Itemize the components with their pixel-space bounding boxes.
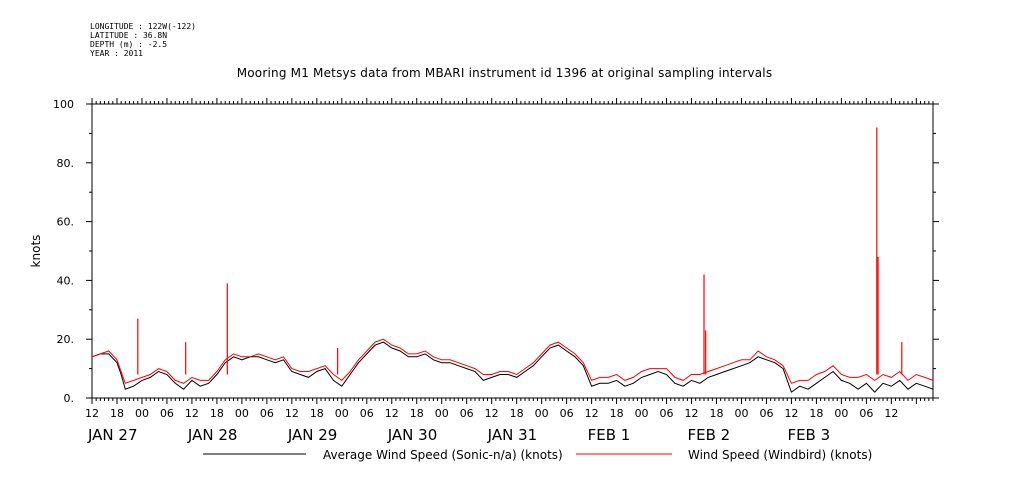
series-windbird-wind-speed bbox=[91, 338, 934, 384]
chart-axes: 0. 20. 40. 60. 80. 100 knots 12 18 00 06 12 18 00 06 12… bbox=[29, 98, 939, 444]
day-label: JAN 27 bbox=[87, 426, 138, 444]
x-tick-label: 06 bbox=[160, 407, 174, 420]
day-label: JAN 29 bbox=[287, 426, 338, 444]
legend-label-windbird: Wind Speed (Windbird) (knots) bbox=[688, 448, 872, 462]
x-tick-label: 06 bbox=[660, 407, 674, 420]
day-label: FEB 2 bbox=[688, 426, 731, 444]
x-tick-label: 12 bbox=[385, 407, 399, 420]
x-tick-label: 18 bbox=[809, 407, 823, 420]
x-tick-label: 00 bbox=[335, 407, 349, 420]
chart-title: Mooring M1 Metsys data from MBARI instru… bbox=[236, 66, 773, 80]
x-tick-label: 06 bbox=[759, 407, 773, 420]
x-tick-label: 06 bbox=[360, 407, 374, 420]
x-tick-label: 12 bbox=[185, 407, 199, 420]
x-tick-label: 12 bbox=[884, 407, 898, 420]
plot-frame bbox=[91, 103, 934, 399]
x-tick-label: 06 bbox=[560, 407, 574, 420]
x-tick-label: 18 bbox=[410, 407, 424, 420]
x-tick-label: 12 bbox=[585, 407, 599, 420]
x-tick-label: 12 bbox=[784, 407, 798, 420]
y-tick-label: 60. bbox=[57, 216, 75, 229]
latitude-label: LATITUDE : 36.8N bbox=[90, 31, 168, 40]
x-tick-label: 00 bbox=[734, 407, 748, 420]
series-average-wind-speed bbox=[91, 341, 934, 393]
x-tick-label: 06 bbox=[260, 407, 274, 420]
x-tick-label: 12 bbox=[485, 407, 499, 420]
x-tick-label: 18 bbox=[210, 407, 224, 420]
legend-label-average: Average Wind Speed (Sonic-n/a) (knots) bbox=[323, 448, 563, 462]
longitude-label: LONGITUDE : 122W(-122) bbox=[90, 22, 196, 31]
x-tick-label: 00 bbox=[635, 407, 649, 420]
day-label: FEB 1 bbox=[588, 426, 631, 444]
y-tick-label: 40. bbox=[57, 274, 75, 287]
x-tick-label: 12 bbox=[85, 407, 99, 420]
x-tick-label: 18 bbox=[310, 407, 324, 420]
x-tick-label: 18 bbox=[710, 407, 724, 420]
x-tick-label: 00 bbox=[235, 407, 249, 420]
metadata-block: LONGITUDE : 122W(-122) LATITUDE : 36.8N … bbox=[90, 22, 196, 58]
depth-label: DEPTH (m) : -2.5 bbox=[90, 40, 168, 49]
day-label: JAN 28 bbox=[187, 426, 238, 444]
x-tick-label: 06 bbox=[859, 407, 873, 420]
y-tick-label: 100 bbox=[53, 98, 74, 111]
x-tick-label: 00 bbox=[135, 407, 149, 420]
x-tick-label: 12 bbox=[285, 407, 299, 420]
x-tick-label: 18 bbox=[110, 407, 124, 420]
x-tick-label: 12 bbox=[685, 407, 699, 420]
year-label: YEAR : 2011 bbox=[90, 49, 143, 58]
x-tick-label: 06 bbox=[460, 407, 474, 420]
x-tick-label: 00 bbox=[435, 407, 449, 420]
y-tick-label: 0. bbox=[64, 392, 75, 405]
y-tick-label: 80. bbox=[57, 157, 75, 170]
y-axis-label: knots bbox=[29, 235, 43, 268]
day-label: JAN 30 bbox=[387, 426, 438, 444]
x-tick-label: 00 bbox=[834, 407, 848, 420]
x-tick-label: 18 bbox=[510, 407, 524, 420]
day-label: FEB 3 bbox=[787, 426, 830, 444]
x-tick-label: 18 bbox=[610, 407, 624, 420]
chart-legend: Average Wind Speed (Sonic-n/a) (knots) Wi… bbox=[203, 448, 872, 462]
day-label: JAN 31 bbox=[487, 426, 538, 444]
x-tick-label: 00 bbox=[535, 407, 549, 420]
series-layer bbox=[91, 127, 934, 393]
y-tick-label: 20. bbox=[57, 333, 75, 346]
